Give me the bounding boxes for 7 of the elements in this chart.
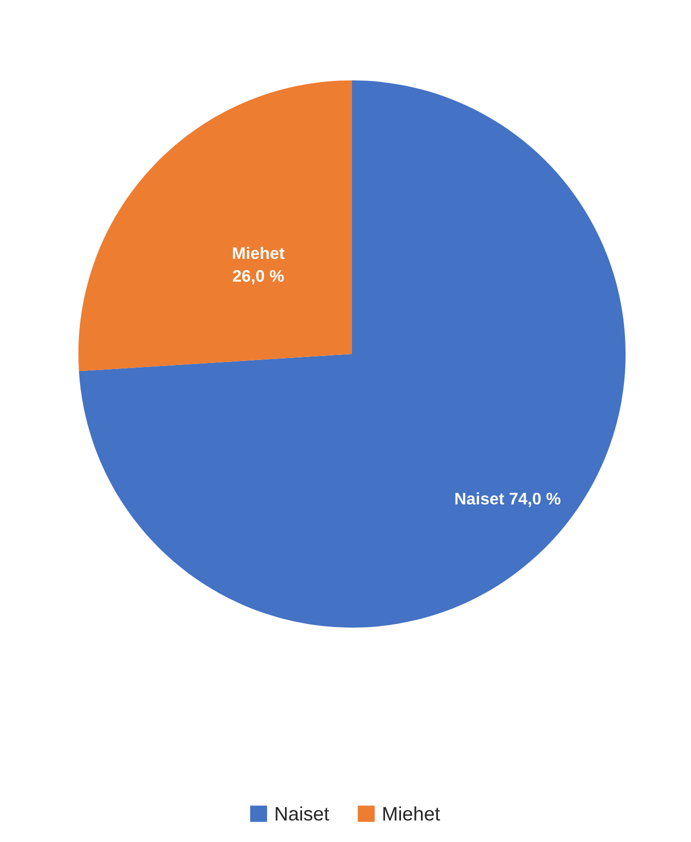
pie-slice [78, 80, 352, 372]
pie-slice [78, 80, 626, 628]
legend-label: Miehet [383, 806, 440, 821]
slice-label: Miehet [232, 246, 284, 260]
category-label: Naiset 74,0 % [455, 492, 560, 507]
data-label: 26,0 % [232, 270, 284, 284]
legend-label: Naiset [276, 806, 330, 821]
